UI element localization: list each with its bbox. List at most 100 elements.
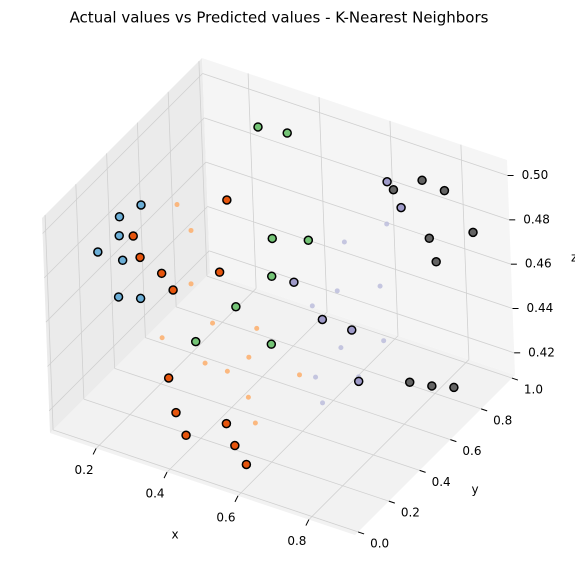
point [382,176,392,187]
point [214,267,225,277]
y-axis-label: y [471,483,478,497]
z-grid-line [207,206,513,309]
y-grid-line [114,368,420,471]
point [320,400,326,406]
y-grid-line [206,275,513,379]
x-grid-line [308,359,470,520]
point [282,128,292,138]
point [381,338,387,344]
y-grid-line [198,61,208,277]
z-grid-line [42,73,203,234]
point [309,303,315,309]
z-tick-label: 0.44 [527,301,554,315]
point [246,354,252,360]
point [222,195,232,205]
point [417,175,427,186]
z-grid-line [204,117,510,221]
point [231,301,241,312]
point [93,247,103,257]
z-tick-label: 0.48 [523,212,550,226]
point [388,185,399,195]
y-grid-line [75,184,85,400]
x-tick [234,495,239,503]
point [431,257,441,267]
z-grid-line [45,161,207,323]
x-tick [92,448,97,455]
y-grid-line [44,214,54,430]
point [113,292,124,302]
chart-title: Actual values vs Predicted values - K-Ne… [70,9,489,27]
back-pane [202,58,515,375]
y-tick [388,500,396,504]
point [114,212,125,222]
point [297,372,303,378]
y-tick [480,408,488,412]
point [334,288,340,294]
point [252,420,258,426]
point [128,231,138,241]
y-tick-label: 0.2 [401,506,420,520]
point [114,230,124,241]
point [427,381,437,391]
point [159,335,165,341]
z-grid-line [47,206,208,367]
point [424,233,435,244]
point [136,200,146,210]
x-grid-line [247,73,257,289]
y-grid-line [106,153,116,369]
point [135,252,145,263]
z-grid-line [209,250,515,354]
y-tick [450,439,457,443]
point [253,122,263,132]
x-axis-label: x [171,528,178,542]
point [221,418,232,429]
point [289,277,299,287]
point [254,325,260,331]
point [224,368,230,374]
z-axis-label: z [571,251,575,265]
point [190,336,201,347]
point [171,407,181,418]
point [439,185,450,196]
y-grid-line [136,122,146,338]
point [346,325,357,335]
x-tick-label: 0.8 [287,534,306,548]
y-grid-line [83,398,389,502]
point [117,255,128,266]
y-tick-label: 0.6 [462,444,481,458]
point [266,339,277,349]
point [303,235,314,245]
x-grid-line [95,288,257,449]
y-tick-label: 0.8 [493,413,512,427]
y-tick-label: 0.4 [432,475,451,489]
point [188,227,194,233]
y-tick [357,531,365,535]
point [135,293,146,304]
point [384,221,390,227]
point [267,233,278,244]
y-tick-label: 0.0 [370,536,389,550]
z-grid-line [205,161,512,265]
point [338,345,344,351]
point [241,459,252,470]
x-tick-label: 0.2 [75,463,94,477]
point [317,314,328,325]
x-grid-line [166,311,328,473]
point [210,320,216,326]
point [168,285,178,295]
point [245,394,251,400]
point [353,376,364,387]
point [174,202,180,208]
y-tick [511,377,519,381]
floor-pane [50,273,515,535]
x-tick [163,471,168,479]
y-grid-line [52,429,359,533]
point [230,440,240,451]
y-tick [419,469,426,473]
point [188,281,194,287]
x-grid-line [389,120,399,336]
point [341,239,347,245]
x-grid-line [237,335,399,497]
z-tick-label: 0.50 [522,168,549,182]
point [181,430,191,441]
